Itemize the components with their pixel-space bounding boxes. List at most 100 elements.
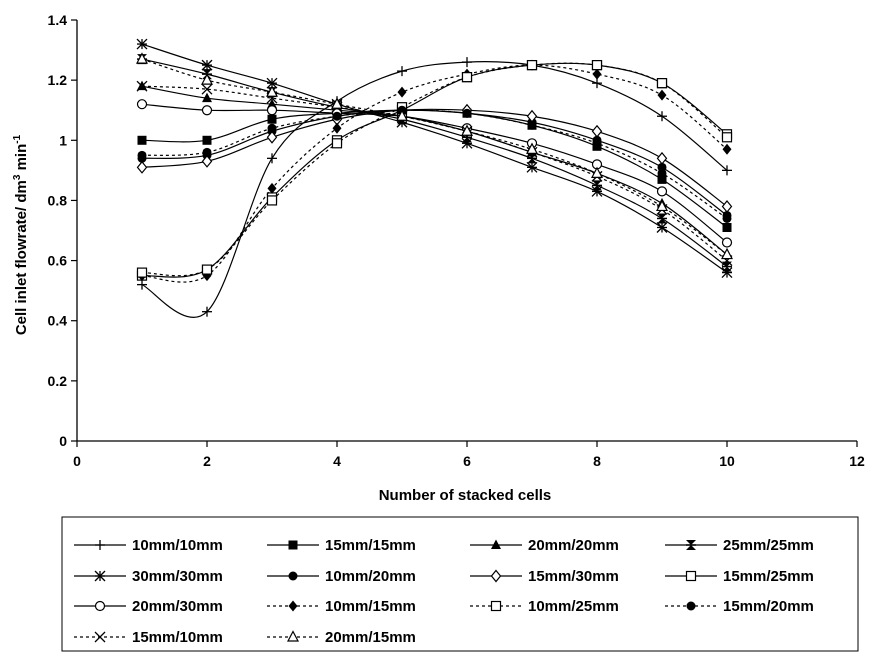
legend-entry: 15mm/10mm: [74, 629, 223, 646]
data-point: [657, 168, 667, 178]
data-point: [490, 600, 502, 612]
data-point: [201, 105, 213, 116]
legend-label: 10mm/10mm: [132, 537, 223, 554]
data-series: [136, 99, 733, 248]
data-point: [201, 264, 213, 275]
data-series: [137, 57, 732, 318]
x-tick-label: 4: [333, 453, 341, 469]
data-point: [267, 153, 277, 164]
data-point: [288, 571, 298, 581]
legend-entry: 20mm/20mm: [470, 537, 619, 554]
legend-label: 15mm/15mm: [325, 537, 416, 554]
data-point: [397, 86, 407, 98]
series-line: [141, 64, 728, 283]
data-point: [526, 161, 538, 173]
x-tick-label: 10: [719, 453, 735, 469]
data-point: [94, 631, 106, 643]
data-point: [266, 195, 278, 206]
series-line: [141, 108, 728, 207]
data-point: [657, 174, 667, 184]
data-point: [657, 111, 667, 122]
legend-label: 15mm/20mm: [723, 598, 814, 615]
legend-entry: 15mm/25mm: [665, 568, 814, 585]
data-series: [137, 105, 732, 223]
data-point: [656, 151, 668, 165]
x-tick-label: 12: [849, 453, 865, 469]
data-point: [136, 52, 148, 64]
legend-entry: 10mm/15mm: [267, 598, 416, 615]
legend-entry: 10mm/10mm: [74, 537, 223, 554]
data-point: [201, 59, 213, 71]
data-point: [288, 540, 298, 550]
data-point: [94, 600, 106, 612]
data-point: [396, 109, 408, 121]
data-point: [656, 186, 668, 197]
series-line: [141, 85, 728, 256]
series-line: [141, 85, 728, 262]
legend-entry: 15mm/30mm: [470, 568, 619, 585]
data-point: [202, 147, 212, 157]
legend: 10mm/10mm 15mm/15mm 20mm/20mm 25mm/25mm 30mm…: [74, 537, 814, 646]
data-point: [591, 185, 603, 197]
data-point: [266, 77, 278, 89]
data-point: [722, 222, 732, 232]
data-point: [526, 142, 538, 154]
y-axis-label: Cell inlet flowrate/ dm3 min-1: [12, 134, 30, 335]
legend-entry: 20mm/30mm: [74, 598, 223, 615]
legend-label: 15mm/30mm: [528, 568, 619, 585]
data-series: [136, 60, 733, 281]
data-point: [94, 570, 106, 582]
series-line: [141, 62, 728, 278]
x-tick-label: 8: [593, 453, 601, 469]
legend-label: 15mm/10mm: [132, 629, 223, 646]
data-point: [592, 180, 602, 191]
y-axis-label-exp1: 3: [12, 174, 23, 180]
data-point: [686, 540, 696, 550]
x-axis-label: Number of stacked cells: [379, 487, 552, 504]
data-point: [491, 539, 501, 549]
data-point: [332, 111, 342, 121]
data-point: [656, 78, 668, 89]
series-line: [141, 58, 728, 268]
data-point: [201, 154, 213, 168]
data-point: [462, 57, 472, 68]
data-point: [137, 135, 147, 145]
legend-label: 20mm/30mm: [132, 598, 223, 615]
legend-label: 10mm/20mm: [325, 568, 416, 585]
data-series: [137, 105, 732, 232]
data-point: [266, 130, 278, 144]
data-point: [526, 60, 538, 71]
y-tick-label: 1.2: [48, 72, 68, 88]
data-series: [136, 103, 733, 213]
data-series: [137, 54, 732, 272]
data-point: [267, 114, 277, 124]
legend-label: 15mm/25mm: [723, 568, 814, 585]
x-tick-label: 2: [203, 453, 211, 469]
data-point: [267, 123, 277, 133]
legend-label: 20mm/15mm: [325, 629, 416, 646]
data-point: [657, 89, 667, 101]
data-series: [137, 80, 732, 259]
axes: 0 0.2 0.4 0.6 0.8 1 1.2 1.4 0 2 4 6 8 10 12: [48, 12, 865, 469]
data-point: [136, 99, 148, 110]
data-point: [685, 570, 697, 582]
data-point: [288, 600, 298, 612]
y-tick-label: 0.4: [48, 313, 68, 329]
data-point: [656, 199, 668, 212]
legend-entry: 10mm/25mm: [470, 598, 619, 615]
data-point: [722, 213, 732, 223]
data-point: [201, 83, 213, 95]
data-point: [722, 261, 732, 272]
data-point: [490, 569, 502, 583]
data-point: [591, 60, 603, 71]
legend-entry: 15mm/15mm: [267, 537, 416, 554]
y-tick-label: 1.4: [48, 12, 68, 28]
data-point: [527, 120, 537, 130]
data-point: [592, 78, 602, 89]
data-point: [722, 143, 732, 155]
data-point: [721, 247, 733, 260]
data-point: [656, 222, 668, 233]
data-point: [201, 73, 213, 85]
data-point: [137, 279, 147, 290]
